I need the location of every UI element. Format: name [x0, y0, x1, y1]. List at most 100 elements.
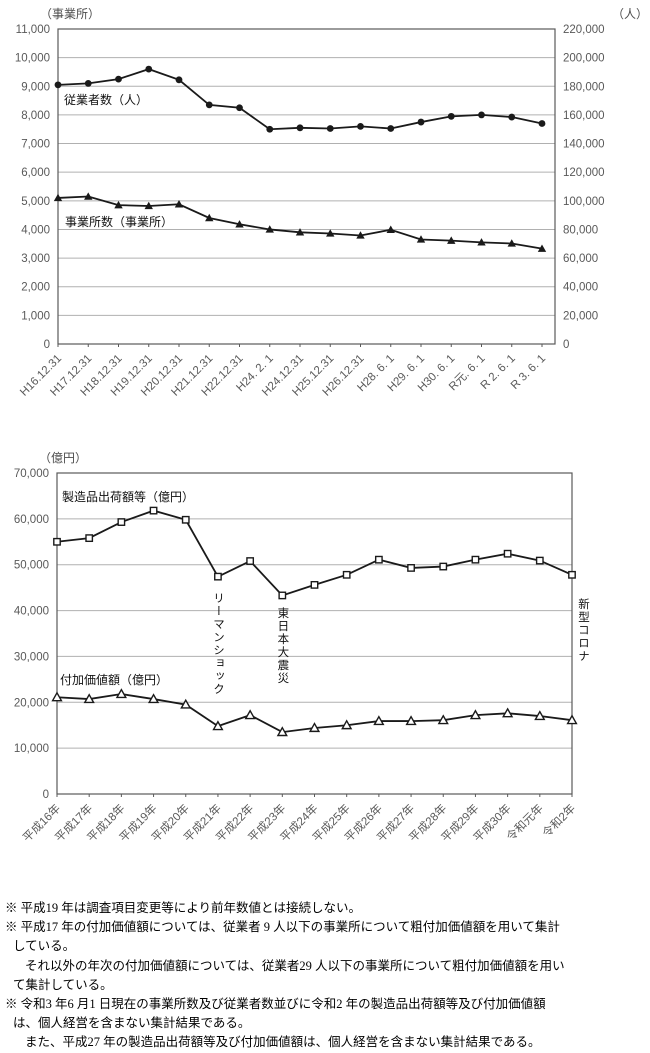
data-point-marker — [308, 722, 321, 733]
left-axis-unit-label: （事業所） — [40, 7, 100, 21]
footnote-line: それ以外の年次の付加価値額については、従業者29 人以下の事業所について粗付加価… — [25, 958, 565, 973]
data-point-marker — [115, 75, 122, 83]
data-point-marker — [149, 506, 158, 515]
left-axis-tick-label: 1,000 — [21, 310, 50, 322]
event-annotation: リーマンショック — [211, 592, 224, 696]
data-point-marker — [144, 201, 153, 210]
data-point-marker — [84, 192, 93, 200]
data-point-marker — [447, 112, 455, 120]
right-axis-tick-label: 220,000 — [563, 24, 605, 36]
left-axis-tick-label: 30,000 — [14, 651, 49, 663]
data-point-marker — [205, 101, 213, 109]
data-point-marker — [503, 549, 512, 558]
data-point-marker — [535, 556, 544, 565]
data-point-marker — [416, 235, 426, 243]
data-point-marker — [478, 111, 485, 119]
right-axis-tick-label: 80,000 — [563, 224, 598, 236]
data-point-marker — [53, 537, 61, 546]
data-point-marker — [295, 228, 305, 236]
event-annotation: 新型コロナ — [577, 598, 589, 663]
right-axis-tick-label: 180,000 — [563, 81, 605, 93]
data-point-marker — [265, 225, 274, 233]
plot-border — [56, 472, 573, 795]
plot-border — [57, 28, 556, 345]
data-point-marker — [180, 698, 192, 709]
data-point-marker — [84, 80, 92, 87]
left-axis-tick-label: 0 — [44, 339, 50, 351]
right-axis-tick-label: 120,000 — [563, 167, 605, 179]
data-point-marker — [145, 65, 153, 73]
left-axis-tick-label: 70,000 — [14, 468, 49, 480]
data-point-marker — [342, 570, 351, 579]
data-point-marker — [85, 534, 94, 543]
data-point-marker — [341, 719, 353, 730]
left-axis-tick-label: 0 — [43, 789, 49, 801]
shipment-value-added-chart-svg: 0 10,000 20,000 30,000 40,000 50,000 60,000 70,… — [14, 451, 578, 845]
data-point-marker — [507, 239, 516, 247]
data-point-marker — [174, 200, 184, 208]
right-axis-tick-label: 40,000 — [563, 282, 598, 294]
footnote-line: している。 — [13, 939, 76, 954]
data-point-marker — [214, 572, 222, 581]
footnote-line: ※ 平成17 年の付加価値額については、従業者 9 人以下の事業所について粗付加… — [5, 920, 560, 935]
data-point-marker — [175, 76, 183, 84]
right-axis-tick-label: 140,000 — [563, 139, 605, 151]
data-point-marker — [534, 710, 546, 721]
left-axis-tick-label: 11,000 — [16, 24, 50, 36]
right-axis-tick-label: 60,000 — [563, 253, 598, 265]
establishments-employees-chart: 0 1,000 2,000 3,000 4,000 5,000 6,000 7,000 8,00… — [0, 0, 650, 440]
footnote-line: ※ 平成19 年は調査項目変更等により前年数値とは接続しない。 — [5, 901, 362, 915]
data-point-marker — [568, 570, 576, 579]
data-point-marker — [276, 726, 288, 737]
data-point-marker — [310, 580, 319, 589]
data-point-marker — [246, 557, 255, 565]
data-point-marker — [387, 125, 395, 132]
left-axis-tick-label: 40,000 — [14, 606, 49, 618]
data-point-marker — [278, 591, 287, 600]
data-point-marker — [205, 213, 214, 222]
right-axis-unit-label: （人） — [612, 7, 648, 21]
left-axis-tick-label: 8,000 — [21, 110, 50, 122]
data-point-marker — [447, 236, 456, 244]
data-point-marker — [538, 120, 546, 127]
data-point-marker — [386, 225, 395, 233]
left-axis-tick-label: 9,000 — [21, 81, 50, 93]
data-point-marker — [437, 714, 449, 725]
data-point-marker — [502, 707, 514, 718]
data-point-marker — [115, 688, 127, 699]
data-point-marker — [439, 562, 448, 571]
data-point-marker — [405, 715, 417, 726]
data-point-marker — [147, 693, 160, 704]
data-point-marker — [508, 113, 516, 121]
series-name-label: 従業者数（人） — [64, 92, 148, 107]
data-point-marker — [114, 200, 123, 209]
left-axis-tick-label: 5,000 — [21, 196, 50, 208]
establishments-employees-chart-svg: 0 1,000 2,000 3,000 4,000 5,000 6,000 7,000 8,00… — [15, 7, 648, 399]
right-axis-tick-label: 160,000 — [563, 110, 605, 122]
left-axis-tick-label: 20,000 — [14, 697, 49, 709]
data-point-marker — [477, 238, 486, 246]
left-axis-tick-label: 60,000 — [14, 514, 49, 526]
data-point-marker — [181, 515, 190, 524]
footnote-line: また、平成27 年の製造品出荷額等及び付加価値額は、個人経営を含まない集計結果で… — [25, 1035, 541, 1050]
shipment-value-added-chart: 0 10,000 20,000 30,000 40,000 50,000 60,000 70,… — [0, 443, 650, 898]
footnote-line: ※ 令和3 年6 月1 日現在の事業所数及び従業者数並びに令和2 年の製造品出荷… — [5, 997, 546, 1012]
series-name-label: 製造品出荷額等（億円） — [62, 490, 194, 504]
data-point-marker — [373, 715, 385, 726]
data-point-marker — [266, 125, 274, 133]
left-axis-tick-label: 50,000 — [14, 560, 49, 572]
series-name-label: 付加価値額（億円） — [60, 672, 168, 687]
data-point-marker — [117, 518, 126, 526]
data-point-marker — [83, 693, 95, 704]
data-point-marker — [326, 229, 335, 237]
left-axis-tick-label: 10,000 — [15, 53, 50, 65]
right-axis-tick-label: 200,000 — [563, 53, 605, 65]
footnotes: ※ 平成19 年は調査項目変更等により前年数値とは接続しない。 ※ 平成17 年の… — [5, 899, 647, 1053]
data-point-marker — [326, 125, 334, 132]
event-annotation: 東日本大震災 — [276, 607, 289, 685]
data-point-marker — [51, 691, 63, 702]
data-point-marker — [469, 709, 482, 720]
data-point-marker — [566, 714, 578, 725]
data-point-marker — [407, 564, 415, 572]
footnote-line: て集計している。 — [13, 977, 113, 992]
